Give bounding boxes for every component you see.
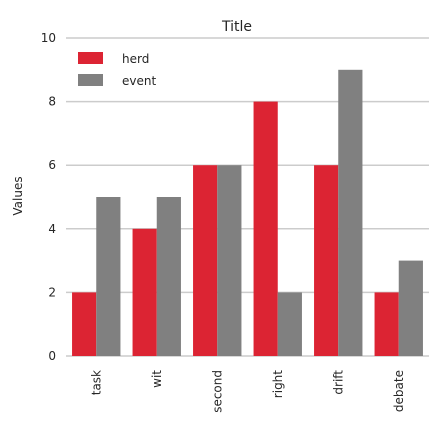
bar-herd-drift [314, 165, 339, 356]
legend-label-herd: herd [122, 52, 149, 66]
bar-event-task [96, 197, 121, 356]
x-tick-label: wit [150, 370, 164, 388]
bar-event-second [217, 165, 242, 356]
bars [72, 69, 423, 357]
x-tick-label: second [210, 370, 224, 413]
x-tick-label: debate [392, 370, 406, 412]
bar-event-wit [156, 197, 181, 356]
y-axis-title: Values [11, 176, 25, 215]
legend-swatch-event [78, 74, 103, 86]
bar-herd-debate [374, 292, 399, 356]
y-tick-label: 0 [48, 349, 56, 363]
bar-herd-right [253, 101, 278, 356]
x-tick-label: drift [331, 370, 345, 395]
y-tick-label: 8 [48, 95, 56, 109]
bar-event-right [277, 292, 302, 356]
bar-herd-wit [132, 228, 157, 356]
legend: herd event [78, 52, 156, 88]
grid-lines [66, 37, 429, 357]
legend-swatch-herd [78, 52, 103, 64]
y-tick-label: 10 [41, 31, 56, 45]
y-tick-labels: 0 2 4 6 8 10 [41, 31, 56, 363]
bar-event-debate [398, 260, 423, 356]
x-tick-labels: task wit second right drift debate [89, 370, 406, 413]
y-tick-label: 6 [48, 158, 56, 172]
x-tick-label: task [89, 370, 103, 395]
bar-herd-second [193, 165, 218, 356]
bar-event-drift [338, 69, 363, 357]
legend-label-event: event [122, 74, 156, 88]
y-tick-label: 4 [48, 222, 56, 236]
chart-title: Title [221, 19, 252, 35]
bar-herd-task [72, 292, 97, 356]
y-tick-label: 2 [48, 285, 56, 299]
x-tick-label: right [271, 370, 285, 398]
